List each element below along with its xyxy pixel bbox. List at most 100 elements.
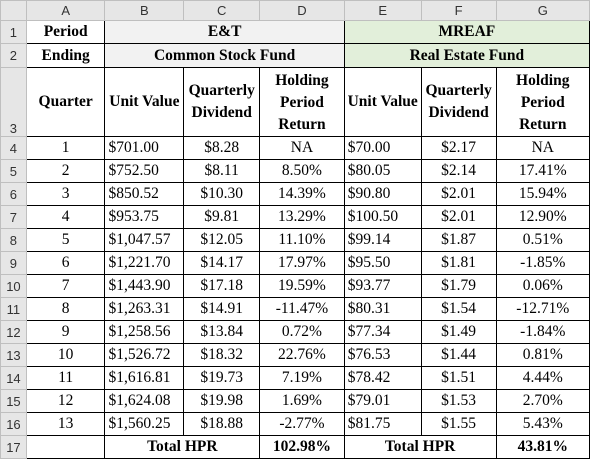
cell-g-holding-period-return[interactable]: 0.51% xyxy=(495,228,590,252)
cell-e1-fund2-name[interactable]: MREAF xyxy=(343,20,590,44)
cell-d3-holding-period-return[interactable]: Holding Period Return xyxy=(259,67,345,137)
column-header-e[interactable]: E xyxy=(343,0,422,21)
cell-a17-empty[interactable] xyxy=(25,435,106,459)
cell-g-holding-period-return[interactable]: 0.06% xyxy=(495,274,590,298)
cell-e-unit-value[interactable]: $70.00 xyxy=(343,136,422,160)
cell-e-unit-value[interactable]: $80.05 xyxy=(343,159,422,183)
cell-b-unit-value[interactable]: $1,221.70 xyxy=(104,251,185,275)
cell-f-quarterly-dividend[interactable]: $1.79 xyxy=(420,274,497,298)
cell-b-unit-value[interactable]: $850.52 xyxy=(104,182,185,206)
cell-e-unit-value[interactable]: $77.34 xyxy=(343,320,422,344)
row-header[interactable]: 8 xyxy=(0,228,27,252)
cell-f-quarterly-dividend[interactable]: $1.44 xyxy=(420,343,497,367)
cell-c-quarterly-dividend[interactable]: $8.28 xyxy=(183,136,261,160)
row-header[interactable]: 6 xyxy=(0,182,27,206)
cell-g-holding-period-return[interactable]: -1.85% xyxy=(495,251,590,275)
column-header-g[interactable]: G xyxy=(495,0,590,21)
cell-d-holding-period-return[interactable]: -2.77% xyxy=(259,412,345,436)
cell-e-unit-value[interactable]: $99.14 xyxy=(343,228,422,252)
cell-b-unit-value[interactable]: $1,560.25 xyxy=(104,412,185,436)
cell-g-holding-period-return[interactable]: 2.70% xyxy=(495,389,590,413)
row-header[interactable]: 9 xyxy=(0,251,27,275)
cell-a-quarter[interactable]: 11 xyxy=(25,366,106,390)
cell-e-unit-value[interactable]: $90.80 xyxy=(343,182,422,206)
cell-a2-ending[interactable]: Ending xyxy=(25,43,106,68)
column-header-a[interactable]: A xyxy=(25,0,106,21)
cell-g-holding-period-return[interactable]: 15.94% xyxy=(495,182,590,206)
cell-b2-fund1-type[interactable]: Common Stock Fund xyxy=(104,43,345,68)
cell-g-holding-period-return[interactable]: 17.41% xyxy=(495,159,590,183)
cell-c-quarterly-dividend[interactable]: $19.98 xyxy=(183,389,261,413)
cell-f-quarterly-dividend[interactable]: $1.51 xyxy=(420,366,497,390)
column-header-f[interactable]: F xyxy=(420,0,497,21)
cell-a-quarter[interactable]: 10 xyxy=(25,343,106,367)
cell-c-quarterly-dividend[interactable]: $10.30 xyxy=(183,182,261,206)
cell-d-holding-period-return[interactable]: 17.97% xyxy=(259,251,345,275)
select-all-corner[interactable] xyxy=(0,0,27,21)
cell-d-holding-period-return[interactable]: 13.29% xyxy=(259,205,345,229)
cell-g3-holding-period-return[interactable]: Holding Period Return xyxy=(495,67,590,137)
cell-e-unit-value[interactable]: $95.50 xyxy=(343,251,422,275)
cell-d-holding-period-return[interactable]: 7.19% xyxy=(259,366,345,390)
cell-d-holding-period-return[interactable]: 19.59% xyxy=(259,274,345,298)
column-header-c[interactable]: C xyxy=(183,0,261,21)
cell-b-unit-value[interactable]: $1,258.56 xyxy=(104,320,185,344)
cell-d-holding-period-return[interactable]: 11.10% xyxy=(259,228,345,252)
cell-e17-total-label[interactable]: Total HPR xyxy=(343,435,497,459)
row-header[interactable]: 12 xyxy=(0,320,27,344)
row-header-17[interactable]: 17 xyxy=(0,435,27,459)
cell-b-unit-value[interactable]: $1,263.31 xyxy=(104,297,185,321)
cell-a-quarter[interactable]: 7 xyxy=(25,274,106,298)
cell-b-unit-value[interactable]: $701.00 xyxy=(104,136,185,160)
cell-b-unit-value[interactable]: $1,624.08 xyxy=(104,389,185,413)
cell-d-holding-period-return[interactable]: 8.50% xyxy=(259,159,345,183)
cell-f-quarterly-dividend[interactable]: $2.17 xyxy=(420,136,497,160)
cell-b17-total-label[interactable]: Total HPR xyxy=(104,435,261,459)
cell-f-quarterly-dividend[interactable]: $1.53 xyxy=(420,389,497,413)
cell-a-quarter[interactable]: 9 xyxy=(25,320,106,344)
cell-c-quarterly-dividend[interactable]: $9.81 xyxy=(183,205,261,229)
cell-e-unit-value[interactable]: $79.01 xyxy=(343,389,422,413)
cell-g-holding-period-return[interactable]: 5.43% xyxy=(495,412,590,436)
cell-b3-unit-value[interactable]: Unit Value xyxy=(104,67,185,137)
cell-f3-quarterly-dividend[interactable]: Quarterly Dividend xyxy=(420,67,497,137)
cell-g-holding-period-return[interactable]: 0.81% xyxy=(495,343,590,367)
row-header[interactable]: 4 xyxy=(0,136,27,160)
cell-a-quarter[interactable]: 8 xyxy=(25,297,106,321)
cell-b-unit-value[interactable]: $1,616.81 xyxy=(104,366,185,390)
cell-f-quarterly-dividend[interactable]: $2.14 xyxy=(420,159,497,183)
row-header-3[interactable]: 3 xyxy=(0,67,27,137)
cell-g17-total-value[interactable]: 43.81% xyxy=(495,435,590,459)
row-header[interactable]: 13 xyxy=(0,343,27,367)
cell-d-holding-period-return[interactable]: 0.72% xyxy=(259,320,345,344)
cell-c-quarterly-dividend[interactable]: $14.17 xyxy=(183,251,261,275)
cell-g-holding-period-return[interactable]: 4.44% xyxy=(495,366,590,390)
cell-e-unit-value[interactable]: $81.75 xyxy=(343,412,422,436)
cell-c-quarterly-dividend[interactable]: $17.18 xyxy=(183,274,261,298)
row-header[interactable]: 5 xyxy=(0,159,27,183)
column-header-b[interactable]: B xyxy=(104,0,185,21)
cell-c-quarterly-dividend[interactable]: $19.73 xyxy=(183,366,261,390)
cell-d-holding-period-return[interactable]: NA xyxy=(259,136,345,160)
cell-c-quarterly-dividend[interactable]: $13.84 xyxy=(183,320,261,344)
cell-d17-total-value[interactable]: 102.98% xyxy=(259,435,345,459)
cell-g-holding-period-return[interactable]: NA xyxy=(495,136,590,160)
cell-e-unit-value[interactable]: $93.77 xyxy=(343,274,422,298)
cell-e-unit-value[interactable]: $100.50 xyxy=(343,205,422,229)
cell-b-unit-value[interactable]: $1,047.57 xyxy=(104,228,185,252)
row-header[interactable]: 16 xyxy=(0,412,27,436)
cell-a-quarter[interactable]: 2 xyxy=(25,159,106,183)
cell-c3-quarterly-dividend[interactable]: Quarterly Dividend xyxy=(183,67,261,137)
cell-d-holding-period-return[interactable]: 22.76% xyxy=(259,343,345,367)
row-header[interactable]: 11 xyxy=(0,297,27,321)
cell-f-quarterly-dividend[interactable]: $1.81 xyxy=(420,251,497,275)
cell-c-quarterly-dividend[interactable]: $18.32 xyxy=(183,343,261,367)
row-header[interactable]: 10 xyxy=(0,274,27,298)
cell-b-unit-value[interactable]: $1,526.72 xyxy=(104,343,185,367)
cell-f-quarterly-dividend[interactable]: $1.54 xyxy=(420,297,497,321)
cell-g-holding-period-return[interactable]: -12.71% xyxy=(495,297,590,321)
cell-f-quarterly-dividend[interactable]: $1.49 xyxy=(420,320,497,344)
cell-e-unit-value[interactable]: $78.42 xyxy=(343,366,422,390)
cell-c-quarterly-dividend[interactable]: $8.11 xyxy=(183,159,261,183)
